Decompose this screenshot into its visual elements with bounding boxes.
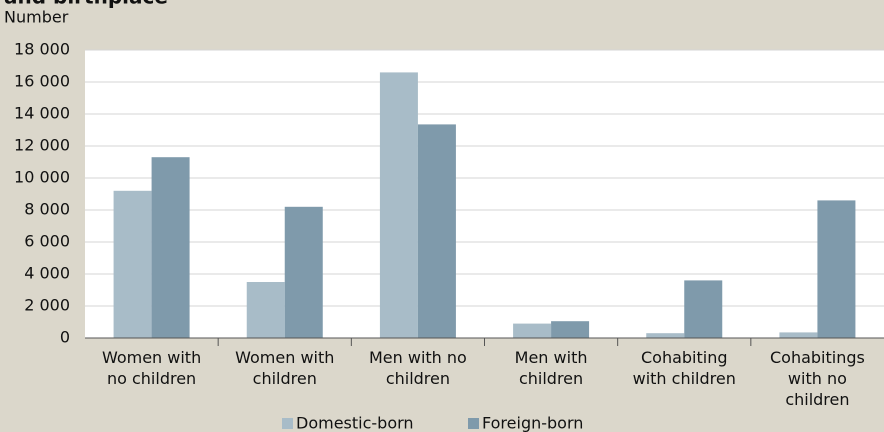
- x-tick-label: Men with children: [515, 348, 588, 388]
- bar: [113, 190, 152, 338]
- x-tick-label: Women with no children: [102, 348, 201, 388]
- y-tick-label: 6 000: [24, 232, 70, 251]
- chart-title: and birthplace: [4, 0, 168, 9]
- legend-swatch: [468, 418, 479, 429]
- bar: [646, 333, 685, 338]
- bar: [551, 321, 590, 338]
- y-tick-label: 12 000: [14, 136, 70, 155]
- plot-area: [85, 50, 884, 338]
- legend-label: Domestic-born: [296, 414, 414, 432]
- bar: [513, 323, 552, 338]
- bar: [379, 72, 418, 339]
- bar: [284, 206, 323, 338]
- x-tick-label: Women with children: [235, 348, 334, 388]
- y-tick-label: 8 000: [24, 200, 70, 219]
- legend-swatch: [282, 418, 293, 429]
- y-tick-label: 16 000: [14, 72, 70, 91]
- y-tick-label: 14 000: [14, 104, 70, 123]
- y-tick-label: 4 000: [24, 264, 70, 283]
- y-tick-label: 0: [60, 328, 70, 347]
- x-tick-label: Cohabiting with children: [633, 348, 736, 388]
- y-tick-label: 10 000: [14, 168, 70, 187]
- bar: [684, 280, 723, 338]
- bar: [417, 124, 456, 339]
- y-tick-label: 18 000: [14, 40, 70, 59]
- bar: [817, 200, 856, 338]
- bar: [779, 332, 818, 338]
- bar: [151, 157, 190, 338]
- bar: [246, 282, 285, 338]
- x-tick-label: Cohabitings with no children: [770, 348, 865, 409]
- x-tick-label: Men with no children: [369, 348, 467, 388]
- y-axis-label: Number: [4, 8, 69, 27]
- legend-label: Foreign-born: [482, 414, 583, 432]
- y-tick-label: 2 000: [24, 296, 70, 315]
